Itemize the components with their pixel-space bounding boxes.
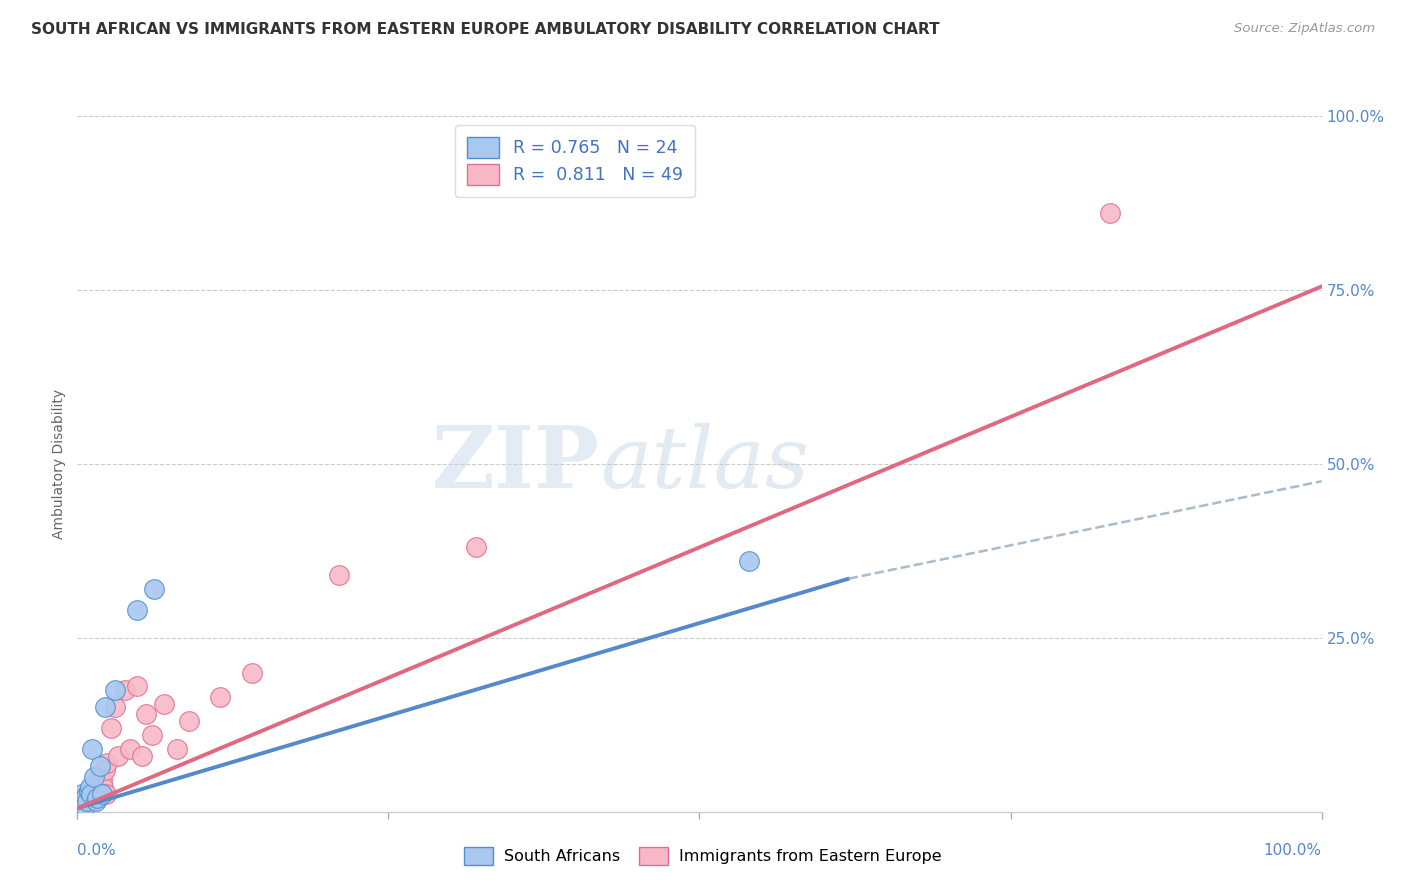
- Text: ZIP: ZIP: [432, 422, 600, 506]
- Legend: R = 0.765   N = 24, R =  0.811   N = 49: R = 0.765 N = 24, R = 0.811 N = 49: [456, 125, 695, 197]
- Point: [73, 797, 96, 812]
- Point: [82, 742, 104, 756]
- Point: [86, 784, 108, 798]
- Point: [100, 721, 122, 735]
- Point: [179, 714, 201, 729]
- Legend: South Africans, Immigrants from Eastern Europe: South Africans, Immigrants from Eastern …: [456, 838, 950, 873]
- Text: 0.0%: 0.0%: [77, 843, 117, 858]
- Point: [114, 683, 136, 698]
- Point: [80, 788, 103, 801]
- Point: [86, 790, 108, 805]
- Point: [93, 780, 115, 795]
- Point: [93, 763, 115, 777]
- Point: [72, 792, 94, 806]
- Point: [80, 789, 103, 804]
- Point: [83, 785, 105, 799]
- Point: [89, 759, 111, 773]
- Point: [73, 790, 96, 805]
- Point: [79, 780, 101, 795]
- Point: [87, 788, 110, 801]
- Point: [141, 728, 163, 742]
- Point: [72, 788, 94, 801]
- Point: [90, 777, 112, 791]
- Point: [70, 790, 93, 805]
- Text: SOUTH AFRICAN VS IMMIGRANTS FROM EASTERN EUROPE AMBULATORY DISABILITY CORRELATIO: SOUTH AFRICAN VS IMMIGRANTS FROM EASTERN…: [31, 22, 939, 37]
- Point: [72, 799, 94, 814]
- Point: [76, 797, 98, 811]
- Text: Source: ZipAtlas.com: Source: ZipAtlas.com: [1234, 22, 1375, 36]
- Point: [104, 700, 127, 714]
- Point: [72, 794, 94, 808]
- Point: [69, 794, 91, 808]
- Point: [104, 683, 127, 698]
- Point: [73, 799, 96, 814]
- Point: [328, 568, 350, 582]
- Point: [72, 792, 94, 806]
- Point: [75, 789, 97, 804]
- Point: [91, 773, 114, 788]
- Point: [91, 788, 114, 801]
- Point: [77, 792, 100, 806]
- Point: [209, 690, 232, 704]
- Point: [76, 788, 98, 801]
- Point: [83, 770, 105, 784]
- Point: [82, 788, 104, 801]
- Point: [94, 788, 117, 801]
- Point: [69, 799, 91, 814]
- Point: [83, 784, 105, 798]
- Point: [240, 665, 263, 680]
- Point: [1099, 206, 1122, 220]
- Point: [75, 789, 97, 804]
- Point: [143, 582, 166, 596]
- Point: [166, 742, 188, 756]
- Point: [93, 700, 115, 714]
- Point: [75, 794, 97, 808]
- Point: [89, 770, 111, 784]
- Point: [79, 790, 101, 805]
- Point: [76, 794, 98, 808]
- Point: [118, 742, 141, 756]
- Point: [125, 680, 148, 694]
- Point: [77, 784, 100, 798]
- Point: [135, 707, 157, 722]
- Point: [125, 603, 148, 617]
- Point: [67, 801, 90, 815]
- Y-axis label: Ambulatory Disability: Ambulatory Disability: [52, 389, 66, 539]
- Point: [84, 780, 107, 795]
- Point: [107, 749, 129, 764]
- Point: [84, 794, 107, 808]
- Point: [70, 797, 93, 812]
- Point: [131, 749, 153, 764]
- Text: 100.0%: 100.0%: [1264, 843, 1322, 858]
- Point: [738, 554, 761, 568]
- Point: [153, 697, 176, 711]
- Point: [67, 802, 90, 816]
- Point: [70, 799, 93, 814]
- Text: atlas: atlas: [600, 423, 808, 505]
- Point: [72, 797, 94, 812]
- Point: [70, 797, 93, 811]
- Point: [79, 784, 101, 798]
- Point: [69, 800, 91, 814]
- Point: [72, 797, 94, 812]
- Point: [96, 756, 118, 770]
- Point: [464, 541, 486, 555]
